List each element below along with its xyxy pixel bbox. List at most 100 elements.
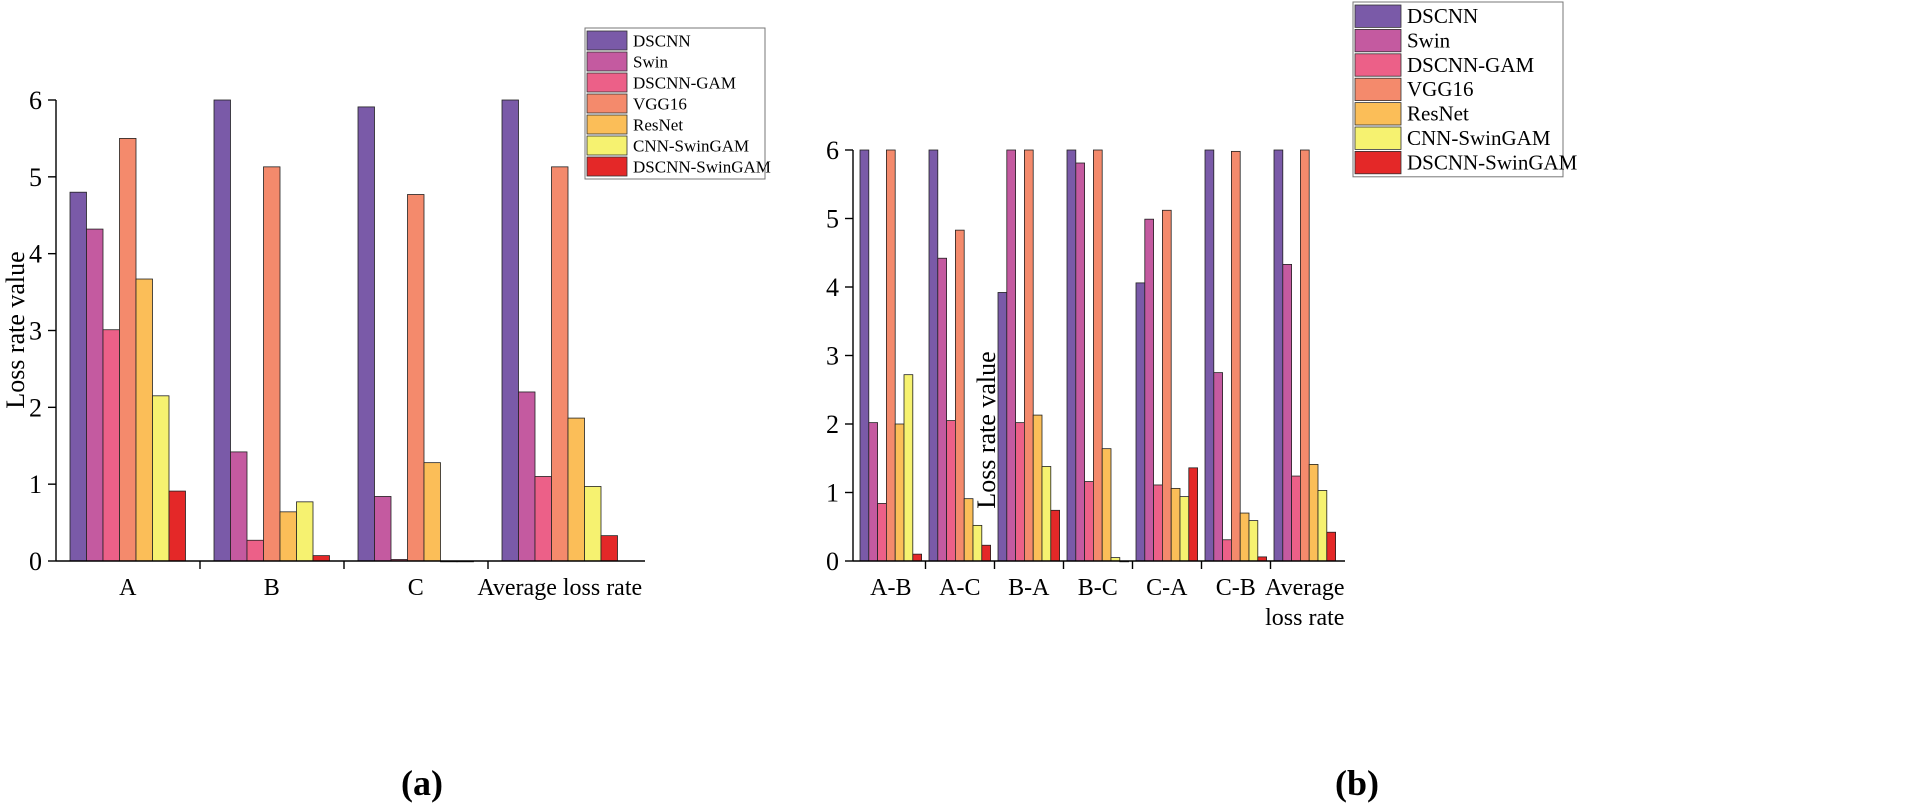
legend-swatch-b-vgg16	[1354, 77, 1402, 101]
bar-b-a-c-swin	[937, 257, 947, 562]
bar-a-b-swin	[230, 451, 248, 562]
bar-b-b-a-dscnn-swingam	[1050, 509, 1061, 562]
bar-b-a-c-cnn-swingam	[972, 524, 983, 562]
bar-a-c-vgg16	[407, 194, 425, 562]
legend-label-a-resnet: ResNet	[633, 115, 683, 134]
bar-a-a-cnn-swingam	[152, 395, 170, 562]
bar-b-b-a-dscnn	[997, 292, 1008, 562]
bar-a-a-vgg16	[119, 138, 137, 562]
panel-label-a: (a)	[401, 763, 443, 803]
bar-b-a-b-vgg16	[886, 149, 896, 562]
bar-b-c-a-dscnn	[1135, 282, 1146, 562]
bar-a-average-loss-rate-resnet	[567, 417, 585, 562]
x-tick-label-a-3: Average loss rate	[477, 575, 642, 601]
bar-a-c-swin	[374, 496, 392, 562]
bar-b-a-c-dscnn-gam	[946, 420, 956, 562]
bar-a-a-dscnn	[69, 191, 87, 562]
y-tick-label-b-5: 5	[826, 205, 839, 234]
bar-b-c-a-dscnn-gam	[1153, 484, 1163, 562]
y-tick-label-b-0: 0	[826, 547, 839, 576]
bar-b-b-a-resnet	[1032, 414, 1043, 562]
bar-a-c-resnet	[423, 462, 441, 562]
x-tick-label-b-0: A-B	[870, 575, 911, 601]
legend-swatch-b-dscnn-gam	[1354, 53, 1402, 77]
legend-label-b-dscnn: DSCNN	[1407, 4, 1478, 28]
y-axis-label-a: Loss rate value	[1, 251, 30, 408]
bar-a-b-dscnn-gam	[246, 539, 264, 562]
bar-b-c-a-dscnn-swingam	[1188, 467, 1199, 562]
bar-b-c-b-vgg16	[1231, 150, 1241, 562]
x-tick-label-b-4: C-A	[1146, 575, 1188, 601]
bar-a-a-dscnn-gam	[102, 329, 120, 562]
legend-label-a-dscnn: DSCNN	[633, 31, 691, 50]
y-tick-label-b-6: 6	[826, 136, 839, 165]
bar-b-b-c-vgg16	[1093, 149, 1103, 562]
y-tick-label-a-4: 4	[29, 240, 42, 269]
legend-swatch-b-dscnn	[1354, 4, 1402, 28]
panel-label-b: (b)	[1335, 763, 1379, 803]
bar-a-b-cnn-swingam	[296, 501, 314, 562]
bar-b-c-a-vgg16	[1162, 209, 1172, 562]
legend-a: DSCNN Swin DSCNN-GAM VGG16 ResNet CNN-SwinGAM…	[584, 27, 771, 180]
y-tick-label-b-1: 1	[826, 479, 839, 508]
x-tick-label-b-6-line2: loss rate	[1265, 605, 1344, 631]
y-tick-label-a-3: 3	[29, 317, 42, 346]
bar-a-b-resnet	[279, 511, 297, 562]
bar-b-average-loss-rate-dscnn-swingam	[1326, 531, 1337, 562]
bar-b-a-b-dscnn	[859, 149, 870, 562]
y-tick-label-a-2: 2	[29, 393, 42, 422]
bar-a-average-loss-rate-cnn-swingam	[584, 486, 602, 562]
bar-a-a-resnet	[135, 278, 153, 562]
bar-b-b-c-dscnn-gam	[1084, 481, 1094, 562]
bar-b-c-a-cnn-swingam	[1179, 496, 1190, 562]
bar-b-c-a-swin	[1144, 218, 1155, 562]
legend-swatch-a-swin	[586, 51, 628, 72]
legend-label-b-cnn-swingam: CNN-SwinGAM	[1407, 126, 1551, 150]
x-tick-label-b-5: C-B	[1216, 575, 1256, 601]
legend-swatch-a-dscnn	[586, 30, 628, 51]
bar-b-c-b-resnet	[1239, 512, 1250, 562]
y-tick-label-b-2: 2	[826, 410, 839, 439]
x-tick-label-b-6-line1: Average	[1265, 575, 1345, 601]
legend-swatch-a-resnet	[586, 114, 628, 135]
bar-a-average-loss-rate-dscnn-swingam	[600, 535, 618, 562]
bar-b-a-b-swin	[868, 422, 878, 562]
bar-b-average-loss-rate-resnet	[1308, 464, 1319, 562]
y-tick-label-a-6: 6	[29, 86, 42, 115]
bar-b-average-loss-rate-dscnn	[1273, 149, 1284, 562]
bar-a-a-dscnn-swingam	[168, 490, 186, 562]
legend-swatch-b-swin	[1354, 28, 1402, 53]
legend-swatch-a-vgg16	[586, 93, 628, 114]
bar-b-b-c-swin	[1075, 162, 1086, 562]
x-tick-label-a-2: C	[408, 575, 424, 601]
legend-label-b-dscnn-swingam: DSCNN-SwinGAM	[1407, 150, 1578, 174]
bar-b-a-b-resnet	[894, 423, 905, 562]
legend-swatch-a-dscnn-swingam	[586, 156, 628, 177]
legend-swatch-a-cnn-swingam	[586, 135, 628, 156]
legend-label-a-dscnn-swingam: DSCNN-SwinGAM	[633, 157, 771, 176]
bar-b-a-b-dscnn-swingam	[912, 553, 922, 562]
legend-label-b-dscnn-gam: DSCNN-GAM	[1407, 53, 1535, 77]
bar-b-b-a-dscnn-gam	[1015, 422, 1025, 562]
legend-b: DSCNNSwinDSCNN-GAMVGG16ResNetCNN-SwinGAM…	[1352, 1, 1578, 178]
y-tick-label-a-1: 1	[29, 470, 42, 499]
y-axis-label-b: Loss rate value	[972, 351, 1001, 508]
bar-b-c-b-dscnn-gam	[1222, 539, 1232, 562]
bar-a-average-loss-rate-dscnn	[501, 99, 519, 562]
bar-b-average-loss-rate-dscnn-gam	[1291, 475, 1301, 562]
bar-b-a-c-resnet	[963, 498, 974, 562]
bar-b-a-b-cnn-swingam	[903, 374, 914, 562]
bar-b-b-a-cnn-swingam	[1041, 466, 1052, 562]
bar-b-c-a-resnet	[1170, 487, 1181, 562]
y-tick-label-b-3: 3	[826, 342, 839, 371]
y-tick-label-b-4: 4	[826, 273, 839, 302]
bar-b-c-b-cnn-swingam	[1248, 520, 1259, 562]
y-tick-label-a-0: 0	[29, 547, 42, 576]
bar-a-b-vgg16	[263, 166, 281, 562]
legend-label-a-cnn-swingam: CNN-SwinGAM	[633, 136, 749, 155]
legend-label-b-resnet: ResNet	[1407, 102, 1469, 126]
legend-label-a-vgg16: VGG16	[633, 94, 687, 113]
legend-label-a-swin: Swin	[633, 52, 668, 71]
x-tick-label-b-3: B-C	[1078, 575, 1118, 601]
